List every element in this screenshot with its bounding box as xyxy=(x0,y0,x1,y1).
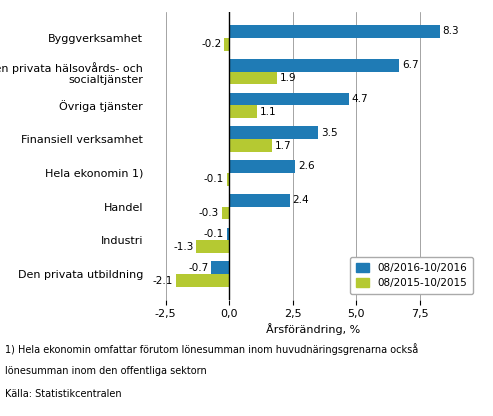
Text: lönesumman inom den offentliga sektorn: lönesumman inom den offentliga sektorn xyxy=(5,366,207,376)
Text: 6.7: 6.7 xyxy=(402,60,419,70)
Legend: 08/2016-10/2016, 08/2015-10/2015: 08/2016-10/2016, 08/2015-10/2015 xyxy=(350,257,473,294)
Text: -0.3: -0.3 xyxy=(199,208,219,218)
Text: -0.2: -0.2 xyxy=(201,39,221,49)
Text: -0.1: -0.1 xyxy=(204,174,224,184)
Bar xyxy=(196,240,229,253)
Text: 3.5: 3.5 xyxy=(320,128,337,138)
Bar xyxy=(229,25,440,38)
Text: -0.1: -0.1 xyxy=(204,229,224,239)
Text: Källa: Statistikcentralen: Källa: Statistikcentralen xyxy=(5,389,122,399)
Bar xyxy=(229,160,295,173)
Bar xyxy=(229,139,273,152)
Bar xyxy=(229,72,278,84)
Text: 4.7: 4.7 xyxy=(351,94,368,104)
Text: 1.7: 1.7 xyxy=(275,141,291,151)
Text: 8.3: 8.3 xyxy=(443,26,459,36)
Bar xyxy=(229,92,349,105)
Bar xyxy=(227,173,229,186)
Bar xyxy=(229,59,399,72)
Bar xyxy=(211,261,229,274)
Text: 2.4: 2.4 xyxy=(293,195,309,205)
Bar xyxy=(227,228,229,240)
Text: -2.1: -2.1 xyxy=(153,276,174,286)
Bar xyxy=(176,274,229,287)
Bar xyxy=(229,126,318,139)
Text: -0.7: -0.7 xyxy=(189,263,209,273)
X-axis label: Årsförändring, %: Årsförändring, % xyxy=(266,323,360,335)
Text: 1) Hela ekonomin omfattar förutom lönesumman inom huvudnäringsgrenarna också: 1) Hela ekonomin omfattar förutom lönesu… xyxy=(5,343,418,355)
Text: 1.9: 1.9 xyxy=(280,73,297,83)
Bar xyxy=(224,38,229,51)
Text: 2.6: 2.6 xyxy=(298,161,315,171)
Bar xyxy=(221,207,229,220)
Text: 1.1: 1.1 xyxy=(260,107,276,117)
Text: -1.3: -1.3 xyxy=(173,242,194,252)
Bar xyxy=(229,105,257,118)
Bar xyxy=(229,194,290,207)
